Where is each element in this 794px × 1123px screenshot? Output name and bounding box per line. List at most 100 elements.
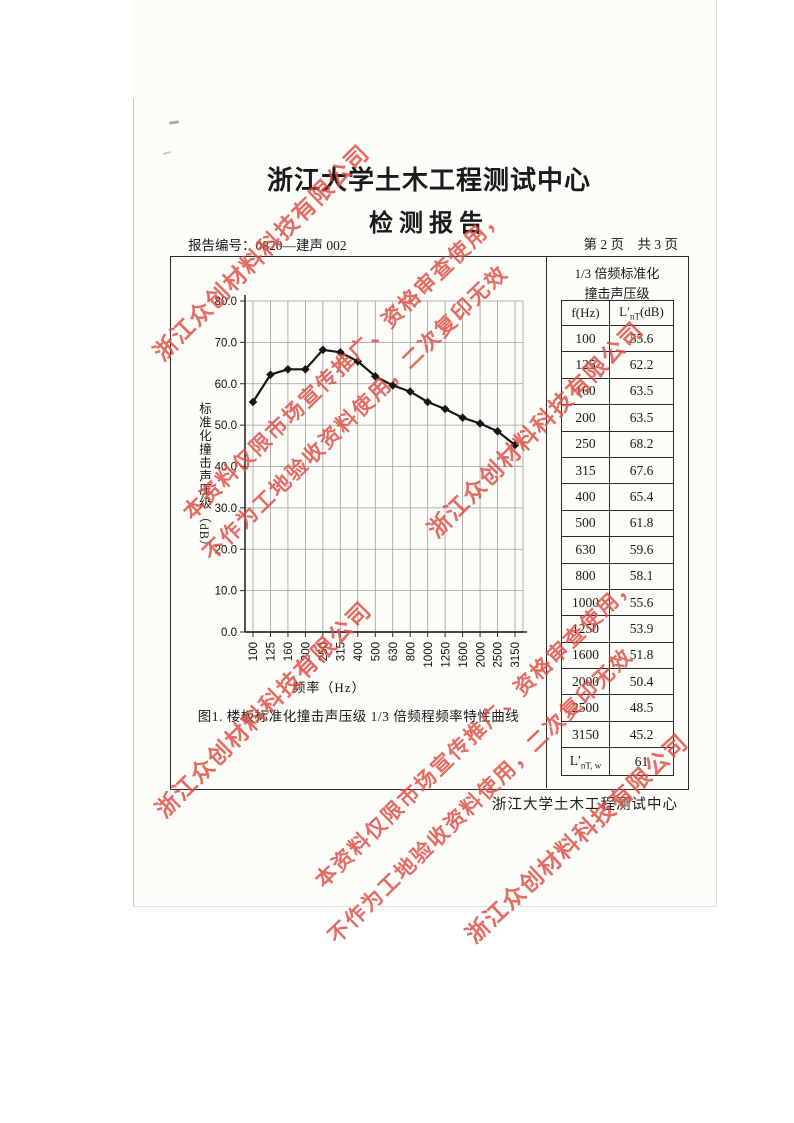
y-tick-label: 0.0 [221, 627, 237, 639]
data-point-marker [475, 419, 485, 428]
impact-sound-level-chart: 0.0 10.0 20.0 30.0 40.0 50.0 60.0 70.0 80.0 100 12… [215, 295, 527, 695]
freq-cell: 500 [561, 509, 610, 538]
table-row: 100 55.6 [561, 324, 674, 353]
freq-cell: 1000 [561, 588, 610, 617]
level-cell: 55.6 [609, 324, 674, 353]
document-title: 浙江大学土木工程测试中心 [266, 166, 591, 195]
x-tick-label: 400 [353, 642, 365, 661]
report-number: 报告编号：0820—建声 002 [188, 238, 347, 253]
level-cell: 61.8 [609, 509, 674, 538]
freq-cell: 2000 [561, 668, 610, 696]
table-row: 200 63.5 [561, 404, 674, 432]
data-point-marker [458, 413, 467, 422]
frequency-level-table: f(Hz) L′nT(dB) 100 55.6 125 62.2 160 63.5 200 6… [561, 300, 674, 777]
freq-cell: 315 [561, 456, 610, 485]
table-row: 2500 48.5 [561, 694, 674, 722]
side-table-title-line2: 撞击声压级 [584, 286, 650, 301]
level-cell: 63.5 [609, 377, 674, 406]
level-cell: 62.2 [609, 351, 674, 379]
freq-cell: 800 [561, 562, 610, 590]
page-number-info: 第 2 页 共 3 页 [583, 237, 679, 252]
x-tick-label: 3150 [510, 642, 522, 668]
y-tick-label: 60.0 [215, 379, 237, 391]
freq-cell: 630 [561, 536, 610, 564]
level-cell: 50.4 [609, 668, 674, 696]
freq-cell: 1600 [561, 641, 610, 670]
level-cell: 53.9 [609, 615, 674, 643]
table-header-row: f(Hz) L′nT(dB) [561, 300, 674, 326]
data-point-marker [510, 440, 520, 450]
content-frame [170, 256, 689, 790]
table-row: 800 58.1 [561, 562, 674, 590]
weighted-index-label: L′nT, w [561, 747, 610, 777]
data-point-marker [283, 364, 293, 374]
data-point-marker [405, 387, 415, 396]
level-cell: 67.6 [609, 456, 674, 485]
data-point-marker [336, 348, 345, 357]
y-tick-label: 40.0 [215, 462, 237, 474]
table-row: 1600 51.8 [561, 641, 674, 670]
x-tick-label: 2500 [493, 642, 505, 668]
figure-caption: 图1. 楼板标准化撞击声压级 1/3 倍频程频率特性曲线 [197, 709, 520, 724]
table-row: 250 68.2 [561, 430, 674, 458]
table-row: 2000 50.4 [561, 668, 674, 696]
y-tick-label: 20.0 [215, 544, 237, 556]
freq-column-header: f(Hz) [561, 300, 610, 326]
x-tick-label: 630 [388, 642, 400, 661]
x-tick-label: 250 [318, 642, 330, 661]
data-point-marker [318, 345, 328, 355]
weighted-index-value: 61 [609, 747, 674, 777]
side-table-title: 1/3 倍频标准化 撞击声压级 [548, 264, 686, 304]
data-point-marker [493, 427, 502, 436]
table-row: 1000 55.6 [561, 588, 674, 617]
level-column-header: L′nT(dB) [609, 300, 674, 326]
x-tick-label: 500 [370, 642, 382, 661]
scan-edge-right [716, 0, 717, 906]
freq-cell: 400 [561, 483, 610, 511]
x-tick-label: 200 [301, 642, 313, 661]
x-tick-label: 100 [248, 642, 260, 661]
level-cell: 48.5 [609, 694, 674, 722]
freq-cell: 3150 [561, 720, 610, 749]
level-cell: 59.6 [609, 536, 674, 564]
data-point-marker [440, 404, 450, 414]
x-tick-label: 1000 [423, 642, 435, 668]
data-point-marker [423, 397, 432, 407]
scan-edge-bottom [133, 906, 716, 907]
table-row: 3150 45.2 [561, 720, 674, 749]
scan-edge-left [133, 98, 134, 906]
weighted-index-row: L′nT, w 61 [561, 747, 674, 777]
table-row: 125 62.2 [561, 351, 674, 379]
frame-column-divider [546, 256, 547, 788]
chart-y-axis-title: 标准化撞击声压级（dB） [197, 402, 211, 554]
x-tick-label: 125 [266, 642, 278, 661]
freq-cell: 100 [561, 324, 610, 353]
issuing-organization: 浙江大学土木工程测试中心 [492, 797, 678, 813]
level-cell: 65.4 [609, 483, 674, 511]
y-tick-label: 30.0 [215, 503, 237, 515]
x-tick-label: 1600 [458, 642, 470, 668]
x-tick-label: 160 [283, 642, 295, 661]
x-tick-label: 1250 [440, 642, 452, 668]
freq-cell: 200 [561, 404, 610, 432]
data-point-marker [248, 397, 258, 407]
y-tick-label: 80.0 [215, 296, 237, 308]
x-tick-label: 2000 [475, 642, 487, 668]
chart-x-axis-title: 频率（Hz） [292, 680, 365, 695]
data-point-marker [388, 381, 398, 390]
data-series-line [251, 348, 517, 447]
table-row: 500 61.8 [561, 509, 674, 538]
table-row: 630 59.6 [561, 536, 674, 564]
freq-cell: 250 [561, 430, 610, 458]
table-row: 1250 53.9 [561, 615, 674, 643]
x-tick-label: 800 [405, 642, 417, 661]
side-table-title-line1: 1/3 倍频标准化 [574, 266, 660, 281]
freq-cell: 1250 [561, 615, 610, 643]
level-cell: 45.2 [609, 720, 674, 749]
freq-cell: 2500 [561, 694, 610, 722]
level-cell: 63.5 [609, 404, 674, 432]
level-cell: 68.2 [609, 430, 674, 458]
table-row: 400 65.4 [561, 483, 674, 511]
document-subtitle: 检测报告 [369, 211, 489, 237]
